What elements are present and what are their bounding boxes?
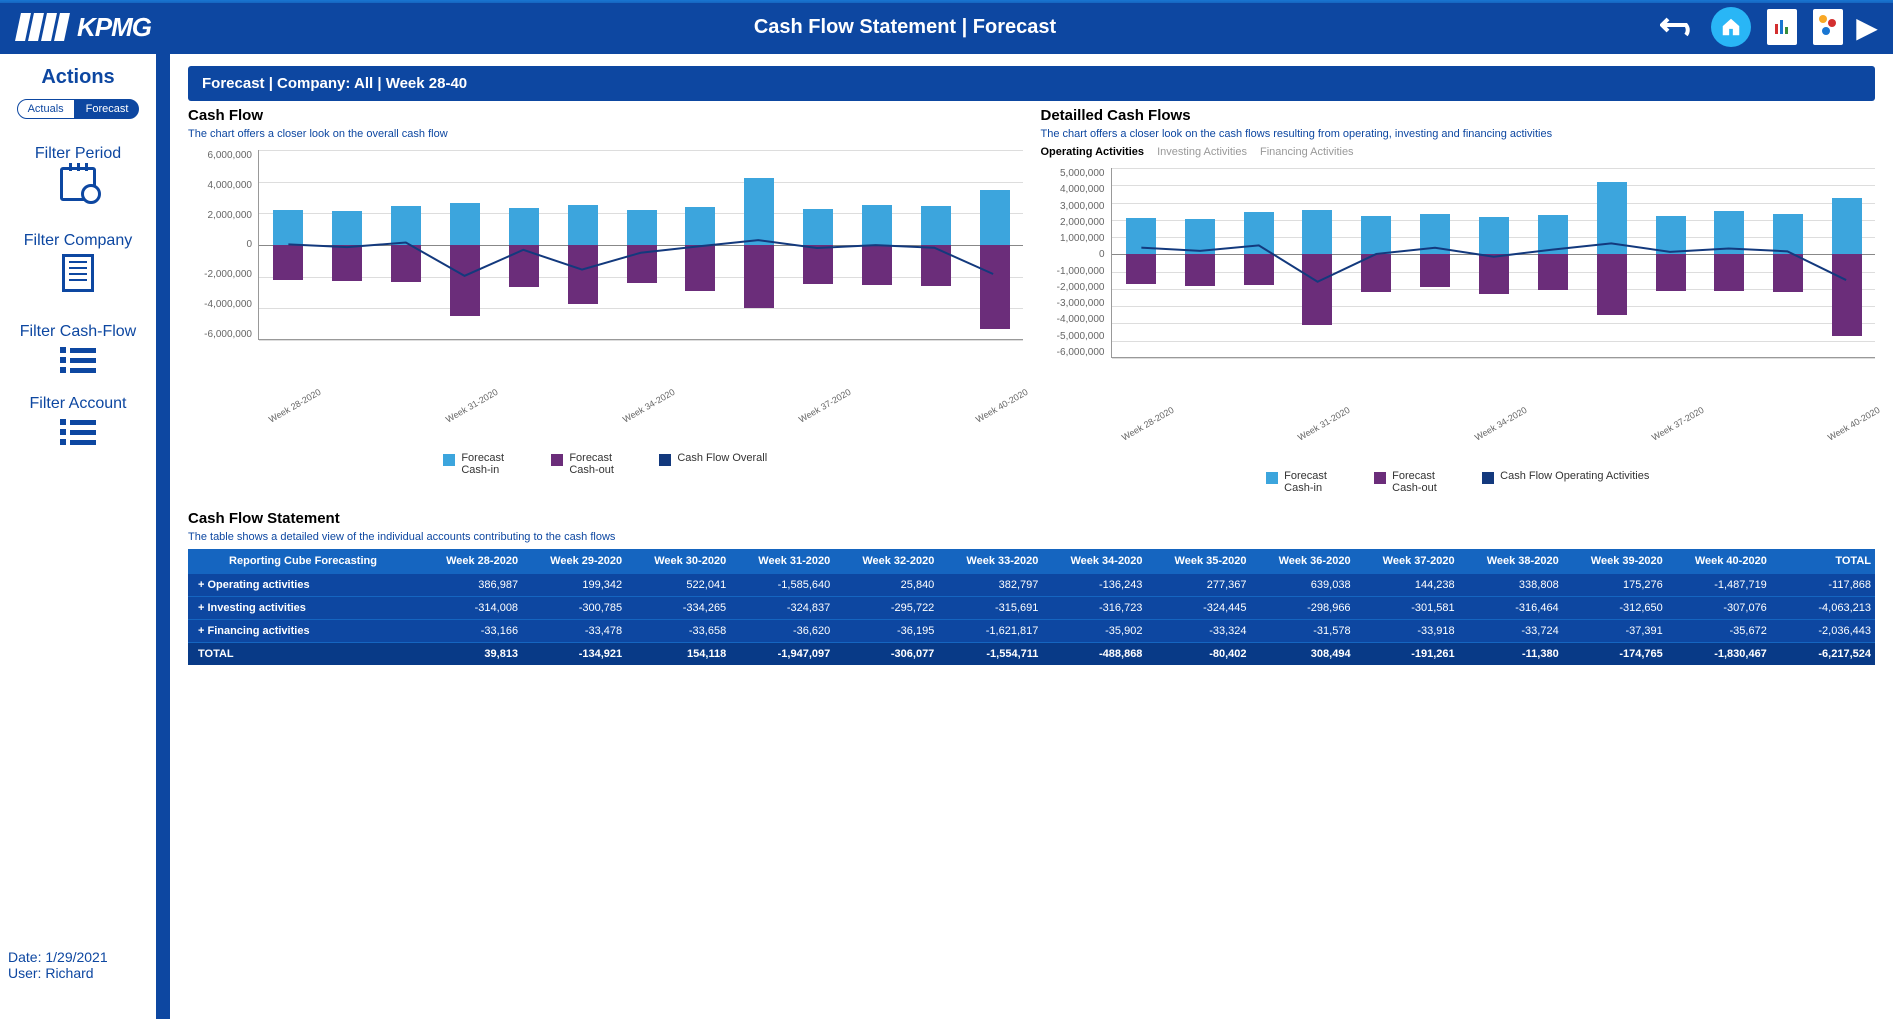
table-row[interactable]: + Investing activities-314,008-300,785-3… — [188, 597, 1875, 620]
statement-subtitle: The table shows a detailed view of the i… — [188, 531, 1875, 543]
filter-period[interactable]: Filter Period — [6, 145, 150, 210]
legend-overall: Cash Flow Overall — [659, 452, 767, 476]
sidebar-title: Actions — [6, 66, 150, 89]
tab-operating[interactable]: Operating Activities — [1041, 146, 1145, 158]
cashflow-panel: Cash Flow The chart offers a closer look… — [188, 107, 1023, 494]
legend-cash-out: Forecast Cash-out — [551, 452, 629, 476]
table-row[interactable]: + Operating activities386,987199,342522,… — [188, 574, 1875, 597]
list-icon — [6, 347, 150, 373]
home-icon[interactable] — [1711, 7, 1751, 47]
filter-account[interactable]: Filter Account — [6, 395, 150, 445]
filter-bar: Forecast | Company: All | Week 28-40 — [188, 66, 1875, 101]
legend-cash-in: Forecast Cash-in — [443, 452, 521, 476]
calendar-icon — [60, 167, 96, 201]
table-row[interactable]: TOTAL39,813-134,921154,118-1,947,097-306… — [188, 643, 1875, 666]
logo: KPMG — [18, 12, 151, 43]
expand-icon[interactable]: ▶ — [1859, 9, 1875, 45]
document-icon[interactable] — [1813, 9, 1843, 45]
statement-title: Cash Flow Statement — [188, 510, 1875, 527]
legend-cash-in: Forecast Cash-in — [1266, 470, 1344, 494]
filter-company[interactable]: Filter Company — [6, 232, 150, 301]
table-row[interactable]: + Financing activities-33,166-33,478-33,… — [188, 620, 1875, 643]
sidebar: Actions Actuals Forecast Filter Period F… — [0, 54, 170, 1019]
legend-overall: Cash Flow Operating Activities — [1482, 470, 1649, 494]
back-icon[interactable] — [1659, 9, 1695, 45]
page-title: Cash Flow Statement | Forecast — [151, 16, 1659, 39]
main: Forecast | Company: All | Week 28-40 Cas… — [170, 54, 1893, 1019]
cashflow-title: Cash Flow — [188, 107, 1023, 124]
report-icon[interactable] — [1767, 9, 1797, 45]
header: KPMG Cash Flow Statement | Forecast ▶ — [0, 0, 1893, 54]
meta-user: User: Richard — [8, 965, 148, 981]
meta-date: Date: 1/29/2021 — [8, 949, 148, 965]
tab-investing[interactable]: Investing Activities — [1157, 146, 1247, 158]
building-icon — [62, 254, 94, 292]
detailed-chart: 5,000,0004,000,0003,000,0002,000,0001,00… — [1041, 168, 1876, 418]
list-icon — [6, 419, 150, 445]
filter-cashflow[interactable]: Filter Cash-Flow — [6, 323, 150, 373]
detailed-subtitle: The chart offers a closer look on the ca… — [1041, 128, 1876, 140]
toggle-actuals[interactable]: Actuals — [17, 99, 75, 119]
detailed-panel: Detailled Cash Flows The chart offers a … — [1041, 107, 1876, 494]
tab-financing[interactable]: Financing Activities — [1260, 146, 1354, 158]
cashflow-subtitle: The chart offers a closer look on the ov… — [188, 128, 1023, 140]
statement-table: Reporting Cube ForecastingWeek 28-2020We… — [188, 549, 1875, 665]
legend-cash-out: Forecast Cash-out — [1374, 470, 1452, 494]
toggle-forecast[interactable]: Forecast — [75, 99, 140, 119]
cashflow-chart: 6,000,0004,000,0002,000,0000-2,000,000-4… — [188, 150, 1023, 400]
detailed-title: Detailled Cash Flows — [1041, 107, 1876, 124]
